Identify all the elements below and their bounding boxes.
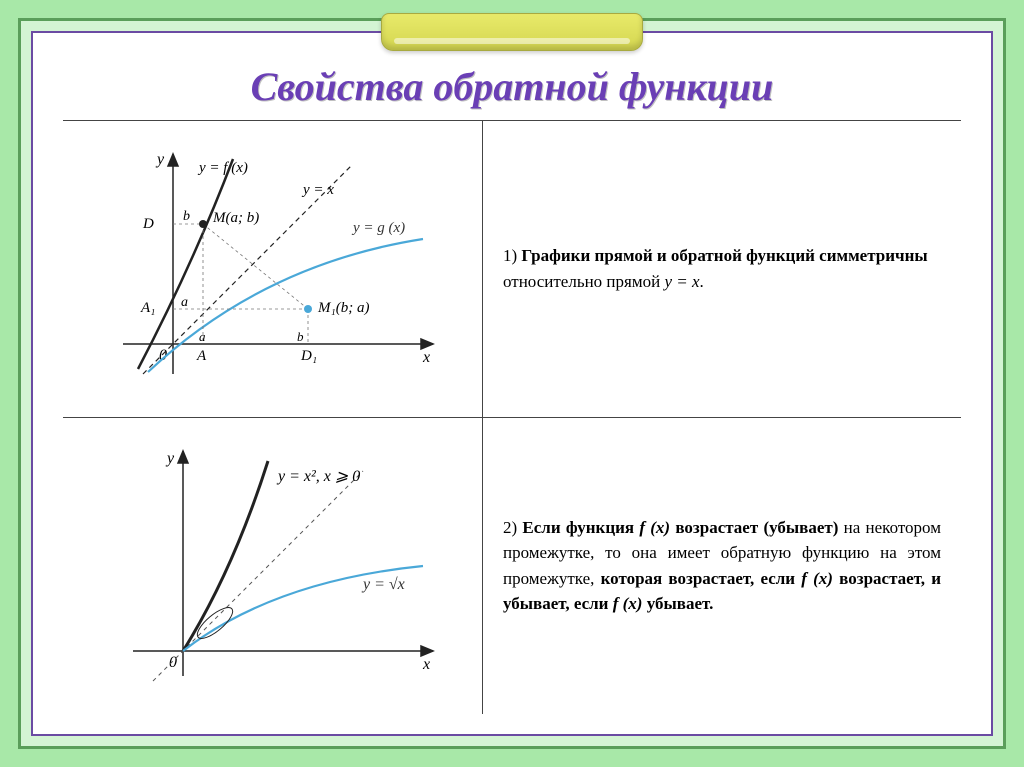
txt: возрастает (убывает) (670, 518, 838, 537)
label-b-top: b (183, 209, 190, 224)
label-g: y = g (x) (351, 220, 405, 236)
label-D: D (142, 216, 154, 232)
label-M1: M₁(b; a) (317, 300, 369, 316)
label-a-top: a (199, 329, 206, 344)
content-grid: y x 0 y = x y = f (x) y = g (x) (63, 120, 961, 714)
label-f: y = f (x) (197, 160, 248, 176)
txt: 1) (503, 246, 521, 265)
label-D1: D₁ (300, 348, 317, 364)
txt: 2) (503, 518, 522, 537)
axis-y-label: y (155, 151, 165, 168)
axis-y-label-2: y (165, 450, 175, 467)
clipboard-clip (381, 13, 643, 51)
label-yx: y = x (301, 182, 334, 198)
description-2: 2) Если функция f (x) возрастает (убывае… (483, 418, 961, 715)
formula: y = x (664, 272, 699, 291)
label-a-side: a (181, 295, 188, 310)
label-M: M(a; b) (212, 210, 259, 226)
origin-label-2: 0 (169, 654, 177, 671)
txt: . (700, 272, 704, 291)
formula: f (x) (613, 594, 643, 613)
axis-x-label-2: x (422, 656, 430, 673)
txt: Графики прямой и обратной функций симмет… (521, 246, 927, 265)
description-1: 1) Графики прямой и обратной функций сим… (483, 121, 961, 418)
txt: Если функция (522, 518, 639, 537)
label-sqrt: y = √x (361, 576, 405, 593)
page-title: Свойства обратной функции (33, 63, 991, 110)
txt: убывает. (642, 594, 713, 613)
label-parabola: y = x², x ⩾ 0 (276, 468, 360, 485)
formula: f (x) (639, 518, 670, 537)
txt: которая возрастает, если (601, 569, 802, 588)
txt: относительно прямой (503, 272, 664, 291)
axis-x-label: x (422, 349, 430, 366)
label-b-side: b (297, 329, 304, 344)
formula: f (x) (801, 569, 833, 588)
graph-2: y x 0 y = x², x ⩾ 0 y = √x (63, 418, 483, 715)
label-A: A (196, 348, 207, 364)
label-A1: A₁ (140, 300, 155, 316)
graph-1: y x 0 y = x y = f (x) y = g (x) (63, 121, 483, 418)
